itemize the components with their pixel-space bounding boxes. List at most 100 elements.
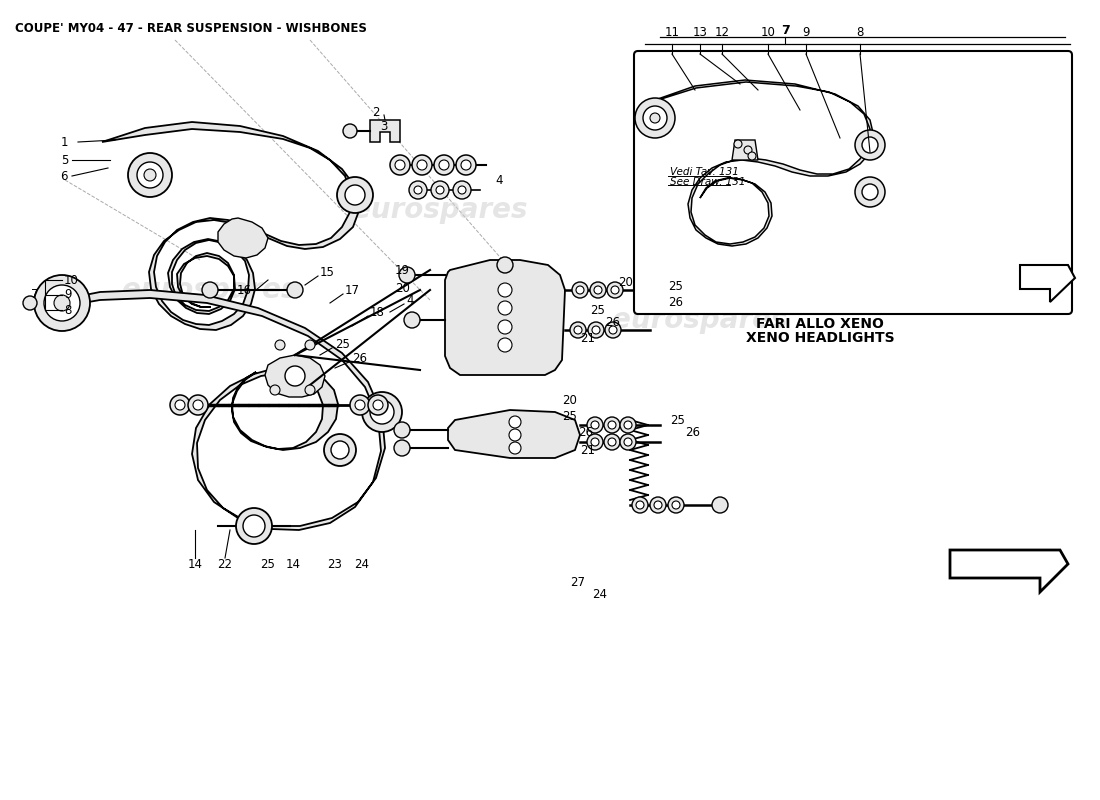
Circle shape (609, 326, 617, 334)
Circle shape (305, 340, 315, 350)
Polygon shape (1020, 265, 1075, 302)
Circle shape (608, 421, 616, 429)
Circle shape (650, 497, 666, 513)
Polygon shape (654, 80, 875, 246)
Circle shape (498, 283, 512, 297)
Text: 10: 10 (64, 274, 79, 286)
Text: 21: 21 (580, 443, 595, 457)
Text: 20: 20 (562, 394, 576, 406)
Circle shape (175, 400, 185, 410)
Text: 9: 9 (802, 26, 810, 38)
Circle shape (591, 438, 600, 446)
Circle shape (345, 185, 365, 205)
Circle shape (285, 366, 305, 386)
Text: 11: 11 (664, 26, 680, 38)
Circle shape (608, 438, 616, 446)
Text: 14: 14 (187, 558, 202, 571)
Text: 1: 1 (60, 135, 68, 149)
Text: 27: 27 (571, 575, 585, 589)
Circle shape (373, 400, 383, 410)
Circle shape (624, 438, 632, 446)
Text: 26: 26 (668, 295, 683, 309)
Circle shape (509, 429, 521, 441)
Circle shape (236, 508, 272, 544)
Text: 12: 12 (715, 26, 729, 38)
Circle shape (350, 395, 370, 415)
Circle shape (394, 422, 410, 438)
Text: 6: 6 (60, 170, 68, 182)
Text: 24: 24 (593, 589, 607, 602)
Circle shape (576, 286, 584, 294)
Circle shape (509, 442, 521, 454)
Circle shape (394, 440, 410, 456)
Circle shape (712, 497, 728, 513)
Circle shape (604, 417, 620, 433)
Polygon shape (265, 355, 324, 397)
Circle shape (855, 130, 886, 160)
Text: 26: 26 (578, 426, 593, 438)
Circle shape (456, 155, 476, 175)
Text: 17: 17 (345, 283, 360, 297)
Circle shape (458, 186, 466, 194)
Text: 8: 8 (64, 303, 72, 317)
Polygon shape (102, 122, 360, 330)
Circle shape (748, 152, 756, 160)
Circle shape (270, 385, 280, 395)
Circle shape (632, 497, 648, 513)
Circle shape (572, 282, 588, 298)
Circle shape (436, 186, 444, 194)
Circle shape (370, 400, 394, 424)
Circle shape (395, 160, 405, 170)
Circle shape (605, 322, 621, 338)
Text: 7: 7 (781, 23, 790, 37)
Circle shape (654, 501, 662, 509)
Circle shape (434, 155, 454, 175)
Text: COUPE' MY04 - 47 - REAR SUSPENSION - WISHBONES: COUPE' MY04 - 47 - REAR SUSPENSION - WIS… (15, 22, 367, 35)
Circle shape (390, 155, 410, 175)
Text: 15: 15 (320, 266, 334, 278)
Circle shape (368, 395, 388, 415)
Circle shape (34, 275, 90, 331)
Text: 25: 25 (670, 414, 685, 426)
Circle shape (620, 434, 636, 450)
Text: 26: 26 (605, 315, 620, 329)
Circle shape (620, 417, 636, 433)
Text: 24: 24 (354, 558, 370, 571)
Circle shape (624, 421, 632, 429)
Circle shape (439, 160, 449, 170)
Circle shape (672, 501, 680, 509)
Text: 4: 4 (495, 174, 503, 186)
Circle shape (414, 186, 422, 194)
Circle shape (138, 162, 163, 188)
Circle shape (331, 441, 349, 459)
Text: 13: 13 (693, 26, 707, 38)
Text: eurospares: eurospares (352, 196, 528, 224)
Text: eurospares: eurospares (122, 276, 298, 304)
Text: 25: 25 (590, 303, 605, 317)
Circle shape (587, 417, 603, 433)
Circle shape (862, 184, 878, 200)
Circle shape (635, 98, 675, 138)
Text: 26: 26 (352, 351, 367, 365)
Circle shape (202, 282, 218, 298)
Polygon shape (446, 260, 565, 375)
Circle shape (287, 282, 303, 298)
Circle shape (417, 160, 427, 170)
Circle shape (644, 106, 667, 130)
Polygon shape (950, 550, 1068, 592)
Text: 16: 16 (236, 283, 252, 297)
Text: 7: 7 (31, 289, 38, 302)
Circle shape (23, 296, 37, 310)
Text: 23: 23 (328, 558, 342, 571)
Circle shape (570, 322, 586, 338)
Circle shape (404, 312, 420, 328)
Text: 25: 25 (261, 558, 275, 571)
Text: XENO HEADLIGHTS: XENO HEADLIGHTS (746, 331, 894, 345)
Text: 21: 21 (580, 331, 595, 345)
Circle shape (498, 338, 512, 352)
Text: 26: 26 (685, 426, 700, 439)
Circle shape (144, 169, 156, 181)
Circle shape (412, 155, 432, 175)
Polygon shape (60, 290, 385, 530)
Polygon shape (448, 410, 580, 458)
